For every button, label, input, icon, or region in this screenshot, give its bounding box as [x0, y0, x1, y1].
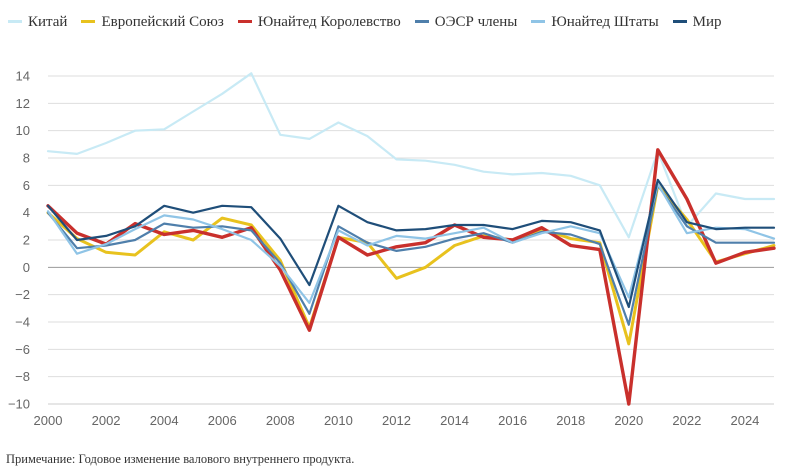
legend-label: Юнайтед Королевство	[257, 13, 401, 30]
legend-label: Китай	[28, 13, 68, 30]
series-line-2	[46, 148, 776, 406]
series-lines	[46, 72, 776, 406]
legend-label: Европейский Союз	[101, 13, 224, 30]
y-tick-label: −2	[15, 287, 30, 302]
x-tick-label: 2014	[440, 413, 469, 428]
x-tick-label: 2004	[150, 413, 179, 428]
x-tick-label: 2012	[382, 413, 411, 428]
grid-lines	[48, 75, 774, 405]
legend-label: Мир	[692, 13, 722, 30]
series-line-1	[46, 183, 776, 346]
legend-item: Юнайтед Королевство	[237, 7, 401, 37]
x-tick-label: 2016	[498, 413, 527, 428]
chart-note: Примечание: Годовое изменение валового в…	[6, 452, 355, 466]
x-tick-label: 2000	[34, 413, 63, 428]
legend-swatch	[414, 20, 429, 23]
y-tick-label: 0	[23, 260, 30, 275]
legend-item: Европейский Союз	[81, 7, 224, 37]
legend-swatch	[531, 20, 546, 23]
legend-item: Мир	[672, 7, 722, 37]
x-tick-label: 2024	[730, 413, 759, 428]
y-tick-label: 4	[23, 205, 30, 220]
chart-legend: Китай Европейский Союз Юнайтед Королевство…	[8, 4, 788, 37]
y-tick-label: −4	[15, 315, 30, 330]
legend-swatch	[8, 20, 22, 23]
x-tick-label: 2006	[208, 413, 237, 428]
legend-item: ОЭСР члены	[414, 7, 518, 37]
y-tick-label: 8	[23, 151, 30, 166]
line-chart: −10 −8 −6 −4 −2 0 2 4 6 8 10 12 14 2000 2002 2004 2006 20…	[8, 69, 776, 428]
y-tick-label: −6	[15, 342, 30, 357]
legend-swatch	[81, 20, 96, 23]
legend-label: ОЭСР члены	[434, 13, 518, 30]
x-tick-label: 2010	[324, 413, 353, 428]
series-line-5	[46, 178, 776, 309]
legend-swatch	[672, 20, 687, 23]
y-tick-label: 12	[16, 96, 30, 111]
x-tick-label: 2002	[92, 413, 121, 428]
y-tick-label: 2	[23, 233, 30, 248]
x-tick-label: 2022	[672, 413, 701, 428]
y-tick-label: −10	[8, 397, 30, 412]
x-tick-label: 2020	[614, 413, 643, 428]
x-tick-label: 2008	[266, 413, 295, 428]
y-tick-label: 10	[16, 123, 30, 138]
legend-item: Китай	[8, 7, 67, 37]
series-line-3	[46, 184, 776, 326]
legend-swatch	[237, 20, 252, 23]
y-tick-label: 6	[23, 178, 30, 193]
y-tick-label: −8	[15, 369, 30, 384]
axes: −10 −8 −6 −4 −2 0 2 4 6 8 10 12 14 2000 2002 2004 2006 20…	[8, 69, 774, 428]
legend-label: Юнайтед Штаты	[551, 13, 659, 30]
y-tick-label: 14	[16, 69, 30, 84]
legend-item: Юнайтед Штаты	[531, 7, 659, 37]
x-tick-label: 2018	[556, 413, 585, 428]
series-line-0	[46, 72, 776, 239]
